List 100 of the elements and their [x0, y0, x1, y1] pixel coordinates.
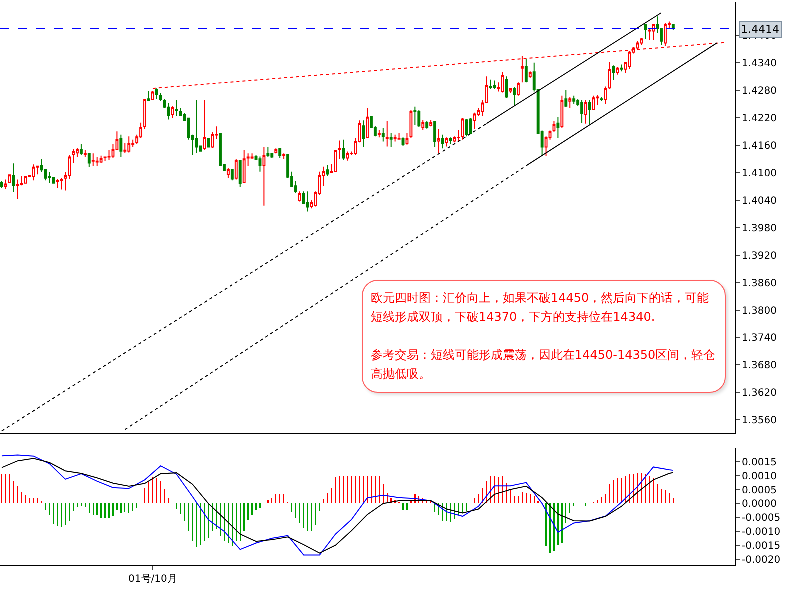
candlestick — [556, 116, 560, 139]
candlestick — [52, 176, 56, 184]
candlestick — [580, 100, 584, 124]
candlestick — [171, 106, 174, 119]
candlestick — [60, 178, 64, 190]
candlestick — [410, 110, 413, 139]
candlestick — [246, 153, 250, 167]
candlestick — [501, 72, 504, 94]
candlestick — [96, 156, 99, 167]
candlestick — [16, 179, 20, 200]
candlestick — [334, 149, 338, 173]
candlestick — [394, 134, 397, 142]
y-tick-label: 1.4220 — [742, 113, 777, 124]
candlestick — [386, 121, 389, 148]
y-tick-label: 0.0000 — [742, 499, 777, 510]
candlestick — [266, 146, 270, 158]
candlestick — [418, 110, 421, 128]
candlestick — [342, 139, 346, 161]
candlestick — [338, 140, 342, 160]
candlestick — [612, 65, 616, 81]
candlestick — [449, 137, 452, 144]
candlestick — [4, 179, 8, 190]
y-tick-label: 1.3980 — [742, 223, 777, 234]
candlestick — [644, 23, 648, 40]
candlestick — [469, 118, 472, 134]
candlestick — [298, 191, 302, 202]
candlestick — [148, 90, 150, 101]
candlestick — [505, 76, 508, 99]
candlestick — [274, 148, 278, 154]
candlestick — [382, 128, 385, 142]
candlestick — [406, 132, 409, 146]
candlestick — [230, 168, 234, 182]
candlestick — [88, 152, 91, 168]
candlestick — [128, 136, 131, 154]
candlestick — [520, 56, 524, 84]
candlestick — [56, 178, 60, 188]
candlestick — [564, 90, 568, 108]
candlestick — [144, 98, 146, 130]
candlestick — [159, 92, 162, 102]
x-tick-label: 01号/10月 — [128, 574, 178, 585]
candlestick — [155, 88, 158, 100]
candlestick — [258, 156, 262, 172]
candlestick — [640, 38, 644, 46]
candlestick — [242, 149, 246, 184]
y-tick-label: 1.4100 — [742, 168, 777, 180]
candlestick — [616, 66, 620, 76]
candlestick — [493, 80, 496, 90]
candlestick — [48, 172, 52, 184]
candlestick — [664, 22, 667, 46]
candlestick — [262, 146, 266, 206]
candlestick — [509, 88, 512, 94]
candlestick — [151, 90, 154, 101]
candlestick — [473, 112, 476, 130]
candlestick — [588, 100, 592, 126]
y-tick-label: 1.4280 — [742, 86, 777, 97]
candlestick — [528, 71, 532, 79]
candlestick — [203, 100, 206, 151]
candlestick — [600, 96, 604, 102]
y-tick-label: 1.3800 — [742, 306, 777, 317]
candlestick — [238, 160, 242, 188]
y-tick-label: 1.3560 — [742, 416, 777, 427]
candlestick — [0, 181, 4, 188]
candlestick — [12, 163, 16, 194]
candlestick — [362, 120, 365, 148]
y-tick-label: -0.0010 — [742, 527, 781, 538]
candlestick — [346, 151, 350, 162]
candlestick — [568, 96, 572, 109]
candlestick — [306, 191, 310, 212]
candlestick — [422, 120, 425, 131]
y-tick-label: 0.0005 — [742, 485, 777, 496]
candlestick — [628, 50, 632, 70]
y-tick-label: -0.0015 — [742, 541, 781, 552]
candlestick — [282, 153, 286, 160]
candlestick — [572, 95, 576, 105]
candlestick — [426, 120, 429, 130]
candlestick — [604, 86, 608, 105]
candlestick — [175, 100, 178, 118]
candlestick — [390, 132, 393, 148]
candlestick — [461, 118, 464, 140]
ref-line-label: 1.4414 — [741, 23, 780, 36]
candlestick — [24, 176, 28, 184]
candlestick — [366, 108, 369, 139]
y-tick-label: 1.3680 — [742, 360, 777, 372]
candlestick — [457, 130, 460, 142]
candlestick — [100, 155, 103, 164]
candlestick — [560, 95, 564, 129]
candlestick — [517, 82, 520, 96]
y-tick-label: 0.0010 — [742, 471, 777, 482]
candlestick — [445, 137, 448, 148]
y-tick-label: 1.4160 — [742, 140, 777, 152]
candlestick — [72, 148, 75, 164]
candlestick — [652, 23, 656, 41]
candlestick — [608, 62, 612, 90]
y-tick-label: 1.3740 — [742, 333, 777, 344]
candlestick — [378, 130, 381, 138]
candlestick — [278, 148, 282, 159]
candlestick — [620, 64, 624, 72]
annotation: 参考交易：短线可能形成震荡，因此在14450-14350区间，轻仓高抛低吸。 — [371, 347, 717, 383]
candlestick — [430, 120, 433, 128]
candlestick — [226, 168, 230, 179]
